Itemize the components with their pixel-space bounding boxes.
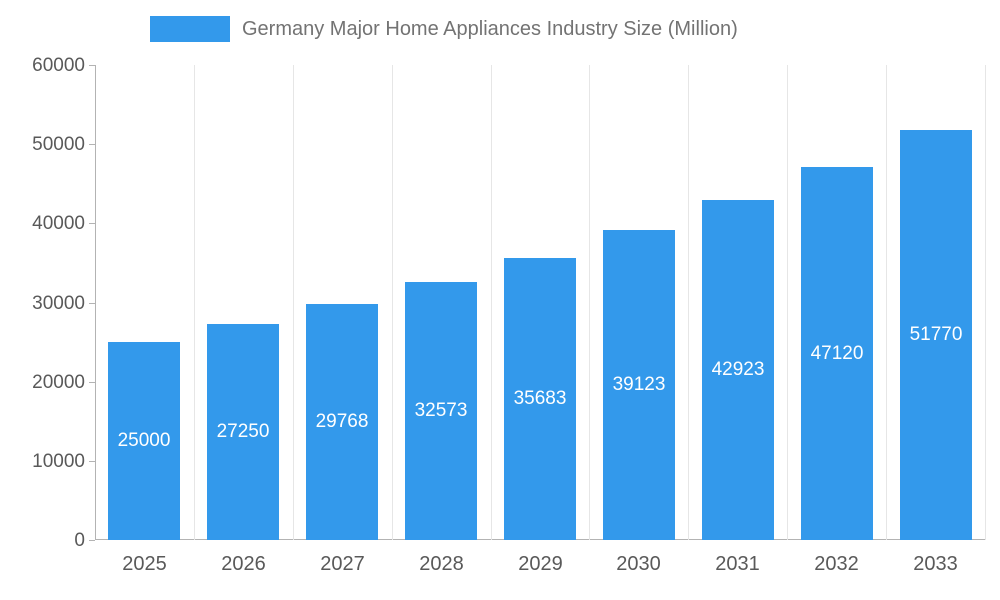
bar-2027[interactable]: 29768 [306, 304, 378, 540]
bar-value-label: 47120 [810, 342, 864, 364]
x-tick-label: 2027 [320, 553, 365, 575]
y-tick-label: 50000 [32, 134, 85, 155]
y-axis-line [95, 65, 96, 540]
bar-value-label: 32573 [414, 400, 468, 421]
x-tick-label: 2029 [518, 553, 563, 575]
x-tick-label: 2030 [616, 553, 661, 575]
y-tick-mark [89, 461, 95, 462]
y-tick-mark [89, 144, 95, 145]
y-tick-label: 10000 [32, 451, 85, 472]
y-tick-mark [89, 303, 95, 304]
bar-value-label: 25000 [117, 430, 171, 451]
x-tick-label: 2033 [913, 553, 958, 575]
gridline-vertical [293, 65, 294, 540]
y-axis: 0 10000 20000 30000 40000 50000 60000 [0, 56, 95, 550]
gridline-vertical [886, 65, 887, 540]
bar-2026[interactable]: 27250 [207, 324, 279, 540]
gridline-vertical [589, 65, 590, 540]
y-tick-mark [89, 382, 95, 383]
y-tick-label: 20000 [32, 372, 85, 393]
y-tick-mark [89, 65, 95, 66]
bar-value-label: 27250 [216, 421, 270, 442]
y-tick-label: 30000 [32, 293, 85, 314]
x-tick-label: 2026 [221, 553, 266, 575]
bar-value-label: 29768 [315, 411, 369, 432]
bar-2031[interactable]: 42923 [702, 200, 774, 540]
bar-2032[interactable]: 47120 [801, 167, 873, 540]
bar-value-label: 42923 [711, 359, 765, 380]
x-tick-label: 2032 [814, 553, 859, 575]
y-tick-label: 0 [74, 530, 85, 551]
legend[interactable]: Germany Major Home Appliances Industry S… [150, 16, 738, 42]
y-tick-label: 40000 [32, 213, 85, 234]
bar-2033[interactable]: 51770 [900, 130, 972, 540]
x-axis: 2025 2026 2027 2028 2029 2030 2031 2032 2033 [95, 553, 985, 583]
x-tick-label: 2028 [419, 553, 464, 575]
y-tick-mark [89, 540, 95, 541]
gridline-vertical [985, 65, 986, 540]
legend-swatch [150, 16, 230, 42]
bar-value-label: 39123 [612, 374, 666, 395]
bar-value-label: 35683 [513, 388, 567, 409]
bar-2025[interactable]: 25000 [108, 342, 180, 540]
bar-2030[interactable]: 39123 [603, 230, 675, 540]
x-tick-label: 2025 [122, 553, 167, 575]
gridline-vertical [787, 65, 788, 540]
bar-value-label: 51770 [909, 324, 963, 345]
bar-2029[interactable]: 35683 [504, 258, 576, 540]
gridline-vertical [688, 65, 689, 540]
y-tick-label: 60000 [32, 55, 85, 76]
bar-2028[interactable]: 32573 [405, 282, 477, 540]
plot-area: 25000 27250 29768 32573 35683 39123 42923 47120… [95, 65, 986, 540]
legend-label: Germany Major Home Appliances Industry S… [242, 17, 738, 40]
gridline-vertical [194, 65, 195, 540]
gridline-vertical [491, 65, 492, 540]
gridline-vertical [392, 65, 393, 540]
y-tick-mark [89, 223, 95, 224]
x-tick-label: 2031 [715, 553, 760, 575]
